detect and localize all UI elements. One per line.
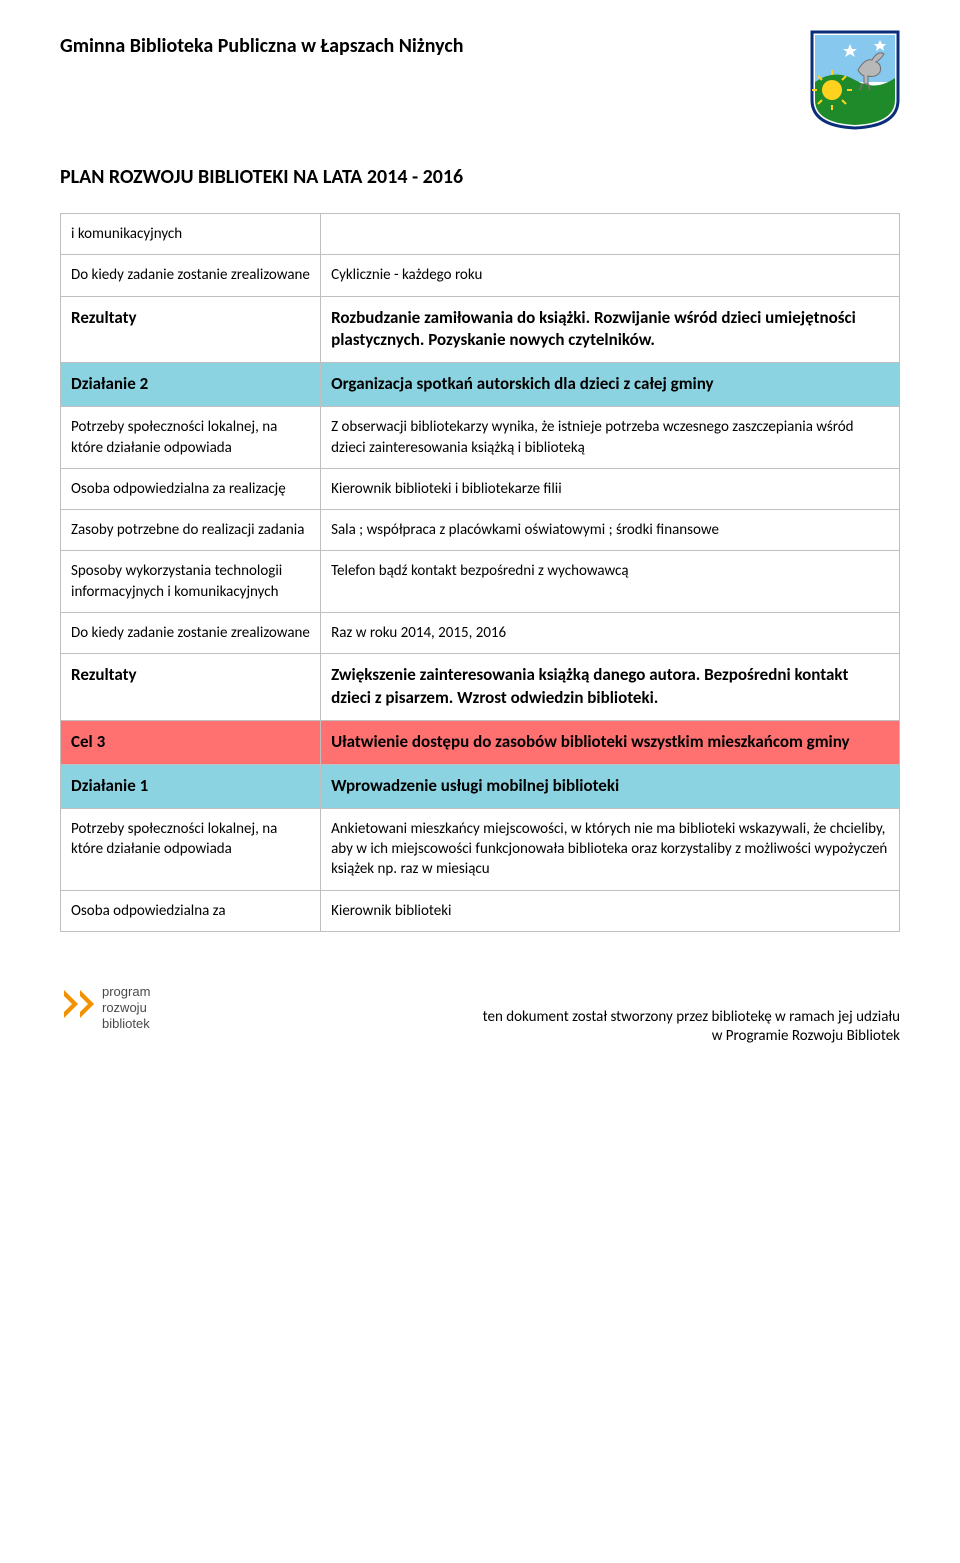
row-value: Kierownik biblioteki	[321, 890, 900, 931]
row-label: Do kiedy zadanie zostanie zrealizowane	[61, 612, 321, 653]
crest-icon	[810, 30, 900, 135]
plan-table: i komunikacyjnychDo kiedy zadanie zostan…	[60, 213, 900, 932]
program-logo-icon: program rozwoju bibliotek	[60, 972, 190, 1047]
table-row: Potrzeby społeczności lokalnej, na które…	[61, 407, 900, 469]
table-row: RezultatyRozbudzanie zamiłowania do ksią…	[61, 296, 900, 363]
row-label: Zasoby potrzebne do realizacji zadania	[61, 510, 321, 551]
logo-text-line1: program	[102, 984, 150, 999]
row-label: Osoba odpowiedzialna za realizację	[61, 468, 321, 509]
row-label: Osoba odpowiedzialna za	[61, 890, 321, 931]
row-label: Działanie 1	[61, 764, 321, 808]
row-value: Organizacja spotkań autorskich dla dziec…	[321, 363, 900, 407]
row-value: Sala ; współpraca z placówkami oświatowy…	[321, 510, 900, 551]
doc-title: PLAN ROZWOJU BIBLIOTEKI NA LATA 2014 - 2…	[60, 165, 900, 189]
row-label: Potrzeby społeczności lokalnej, na które…	[61, 808, 321, 890]
footer-text: ten dokument został stworzony przez bibl…	[483, 1008, 900, 1047]
row-value: Wprowadzenie usługi mobilnej biblioteki	[321, 764, 900, 808]
logo-text-line3: bibliotek	[102, 1016, 150, 1031]
row-value: Z obserwacji bibliotekarzy wynika, że is…	[321, 407, 900, 469]
row-value: Ułatwienie dostępu do zasobów biblioteki…	[321, 720, 900, 764]
row-value: Cyklicznie - każdego roku	[321, 255, 900, 296]
row-value: Kierownik biblioteki i bibliotekarze fil…	[321, 468, 900, 509]
row-label: Potrzeby społeczności lokalnej, na które…	[61, 407, 321, 469]
logo-text-line2: rozwoju	[102, 1000, 147, 1015]
row-value: Zwiększenie zainteresowania książką dane…	[321, 654, 900, 721]
table-row: Cel 3Ułatwienie dostępu do zasobów bibli…	[61, 720, 900, 764]
row-label: i komunikacyjnych	[61, 214, 321, 255]
row-label: Działanie 2	[61, 363, 321, 407]
table-row: Zasoby potrzebne do realizacji zadaniaSa…	[61, 510, 900, 551]
row-value: Ankietowani mieszkańcy miejscowości, w k…	[321, 808, 900, 890]
row-value	[321, 214, 900, 255]
table-row: RezultatyZwiększenie zainteresowania ksi…	[61, 654, 900, 721]
table-row: Potrzeby społeczności lokalnej, na które…	[61, 808, 900, 890]
table-row: Do kiedy zadanie zostanie zrealizowaneCy…	[61, 255, 900, 296]
footer-line1: ten dokument został stworzony przez bibl…	[483, 1008, 900, 1028]
row-label: Rezultaty	[61, 296, 321, 363]
table-row: i komunikacyjnych	[61, 214, 900, 255]
footer-line2: w Programie Rozwoju Bibliotek	[483, 1027, 900, 1047]
table-row: Sposoby wykorzystania technologii inform…	[61, 551, 900, 613]
table-row: Działanie 1Wprowadzenie usługi mobilnej …	[61, 764, 900, 808]
table-row: Osoba odpowiedzialna za realizacjęKierow…	[61, 468, 900, 509]
row-label: Rezultaty	[61, 654, 321, 721]
row-value: Telefon bądź kontakt bezpośredni z wycho…	[321, 551, 900, 613]
row-label: Sposoby wykorzystania technologii inform…	[61, 551, 321, 613]
row-label: Cel 3	[61, 720, 321, 764]
row-value: Raz w roku 2014, 2015, 2016	[321, 612, 900, 653]
row-value: Rozbudzanie zamiłowania do książki. Rozw…	[321, 296, 900, 363]
table-row: Działanie 2Organizacja spotkań autorskic…	[61, 363, 900, 407]
table-row: Do kiedy zadanie zostanie zrealizowaneRa…	[61, 612, 900, 653]
org-name: Gminna Biblioteka Publiczna w Łapszach N…	[60, 30, 463, 58]
table-row: Osoba odpowiedzialna zaKierownik bibliot…	[61, 890, 900, 931]
row-label: Do kiedy zadanie zostanie zrealizowane	[61, 255, 321, 296]
